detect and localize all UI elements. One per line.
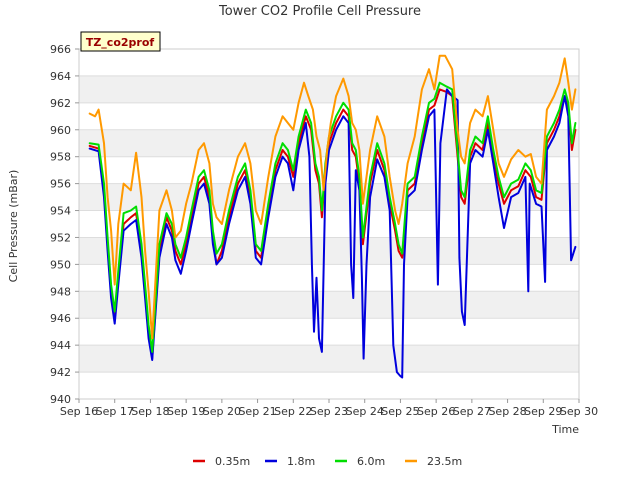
grid-band bbox=[79, 156, 579, 184]
x-tick-label: Sep 17 bbox=[96, 405, 134, 418]
series-line-23_5m bbox=[88, 54, 577, 340]
x-tick-label: Sep 19 bbox=[167, 405, 205, 418]
y-axis-label: Cell Pressure (mBar) bbox=[7, 170, 20, 283]
legend-label: 23.5m bbox=[427, 455, 462, 468]
legend-item: 6.0m bbox=[335, 455, 385, 468]
x-tick-label: Sep 21 bbox=[238, 405, 276, 418]
legend-item: 23.5m bbox=[405, 455, 462, 468]
legend-item: 0.35m bbox=[193, 455, 250, 468]
grid-band bbox=[79, 372, 579, 399]
y-tick-label: 946 bbox=[50, 312, 71, 325]
y-axis-ticks: 940 942 944 946 948 950 952 954 956 958 960 962 964 9… bbox=[50, 43, 79, 406]
legend-label: 6.0m bbox=[357, 455, 385, 468]
y-tick-label: 954 bbox=[50, 205, 71, 218]
grid-band bbox=[79, 75, 579, 103]
y-tick-label: 942 bbox=[50, 366, 71, 379]
x-tick-label: Sep 22 bbox=[274, 405, 312, 418]
grid-band bbox=[79, 345, 579, 373]
grid-band bbox=[79, 264, 579, 292]
series-layer bbox=[88, 54, 577, 379]
y-tick-label: 962 bbox=[50, 97, 71, 110]
legend: 0.35m 1.8m 6.0m 23.5m bbox=[193, 455, 462, 468]
y-tick-label: 958 bbox=[50, 151, 71, 164]
x-axis-label: Time bbox=[551, 423, 579, 436]
legend-item: 1.8m bbox=[265, 455, 315, 468]
y-tick-label: 960 bbox=[50, 124, 71, 137]
site-label-background bbox=[80, 31, 161, 52]
grid-band bbox=[79, 237, 579, 265]
y-tick-label: 948 bbox=[50, 285, 71, 298]
x-tick-label: Sep 29 bbox=[524, 405, 562, 418]
site-label-box: TZ_co2prof bbox=[80, 31, 161, 52]
x-tick-label: Sep 16 bbox=[60, 405, 98, 418]
x-tick-label: Sep 30 bbox=[560, 405, 598, 418]
grid-band bbox=[79, 183, 579, 211]
grid-bands bbox=[79, 49, 579, 399]
grid-band bbox=[79, 318, 579, 346]
x-tick-label: Sep 20 bbox=[203, 405, 241, 418]
x-tick-label: Sep 26 bbox=[417, 405, 455, 418]
y-tick-label: 940 bbox=[50, 393, 71, 406]
x-tick-label: Sep 27 bbox=[453, 405, 491, 418]
legend-label: 0.35m bbox=[215, 455, 250, 468]
x-tick-label: Sep 18 bbox=[131, 405, 169, 418]
x-tick-label: Sep 24 bbox=[346, 405, 384, 418]
grid-band bbox=[79, 291, 579, 319]
chart-title: Tower CO2 Profile Cell Pressure bbox=[218, 4, 421, 19]
x-tick-label: Sep 23 bbox=[310, 405, 348, 418]
grid-band bbox=[79, 102, 579, 130]
y-tick-label: 966 bbox=[50, 43, 71, 56]
y-tick-label: 964 bbox=[50, 70, 71, 83]
y-tick-label: 952 bbox=[50, 231, 71, 244]
grid-band bbox=[79, 49, 579, 76]
site-label: TZ_co2prof bbox=[86, 36, 155, 49]
y-tick-label: 956 bbox=[50, 178, 71, 191]
series-line-1_8m bbox=[88, 88, 577, 379]
x-tick-label: Sep 25 bbox=[381, 405, 419, 418]
y-tick-label: 944 bbox=[50, 339, 71, 352]
y-tick-label: 950 bbox=[50, 258, 71, 271]
x-tick-label: Sep 28 bbox=[488, 405, 526, 418]
legend-label: 1.8m bbox=[287, 455, 315, 468]
